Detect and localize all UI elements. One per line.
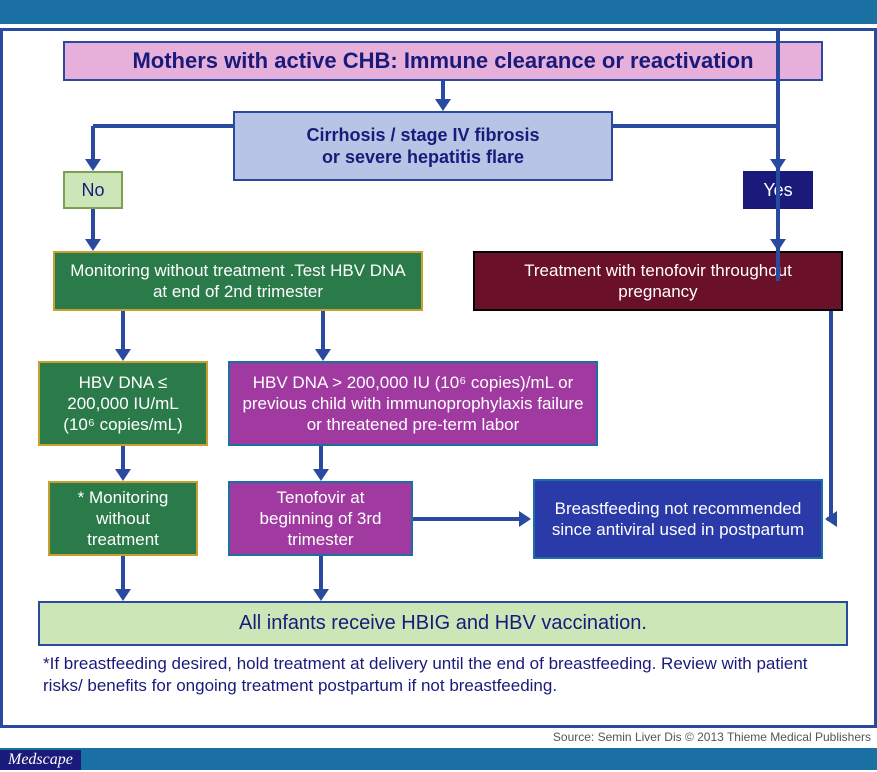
source-line: Source: Semin Liver Dis © 2013 Thieme Me… (0, 728, 877, 748)
node-no: No (63, 171, 123, 209)
node-tenofovir-3rd: Tenofovir at beginning of 3rd trimester (228, 481, 413, 556)
flowchart-canvas: Mothers with active CHB: Immune clearanc… (0, 28, 877, 728)
node-low-dna-text: HBV DNA ≤ 200,000 IU/mL (10⁶ copies/mL) (50, 372, 196, 436)
node-monitor-no-treatment: * Monitoring without treatment (48, 481, 198, 556)
source-text: Source: Semin Liver Dis © 2013 Thieme Me… (553, 730, 871, 744)
node-low-dna: HBV DNA ≤ 200,000 IU/mL (10⁶ copies/mL) (38, 361, 208, 446)
node-title-text: Mothers with active CHB: Immune clearanc… (132, 47, 753, 75)
node-result-text: All infants receive HBIG and HBV vaccina… (239, 611, 647, 636)
footnote-text: *If breastfeeding desired, hold treatmen… (43, 654, 808, 695)
node-tenofovir-3rd-text: Tenofovir at beginning of 3rd trimester (240, 487, 401, 551)
node-no-text: No (81, 179, 104, 202)
node-monitor-no-treatment-text: * Monitoring without treatment (60, 487, 186, 551)
top-bar (0, 0, 877, 24)
node-cirrhosis: Cirrhosis / stage IV fibrosis or severe … (233, 111, 613, 181)
node-high-dna-text: HBV DNA > 200,000 IU (10⁶ copies)/mL or … (240, 372, 586, 436)
node-tenofovir-pregnancy: Treatment with tenofovir throughout preg… (473, 251, 843, 311)
brand-badge: Medscape (0, 750, 81, 770)
node-monitor-test: Monitoring without treatment .Test HBV D… (53, 251, 423, 311)
bottom-bar: Medscape (0, 748, 877, 770)
node-breastfeeding-text: Breastfeeding not recommended since anti… (545, 498, 811, 541)
brand-text: Medscape (8, 751, 73, 768)
node-high-dna: HBV DNA > 200,000 IU (10⁶ copies)/mL or … (228, 361, 598, 446)
footnote: *If breastfeeding desired, hold treatmen… (43, 653, 843, 697)
node-result: All infants receive HBIG and HBV vaccina… (38, 601, 848, 646)
node-cirrhosis-text: Cirrhosis / stage IV fibrosis or severe … (306, 124, 539, 169)
node-breastfeeding: Breastfeeding not recommended since anti… (533, 479, 823, 559)
node-title: Mothers with active CHB: Immune clearanc… (63, 41, 823, 81)
node-monitor-test-text: Monitoring without treatment .Test HBV D… (65, 260, 411, 303)
